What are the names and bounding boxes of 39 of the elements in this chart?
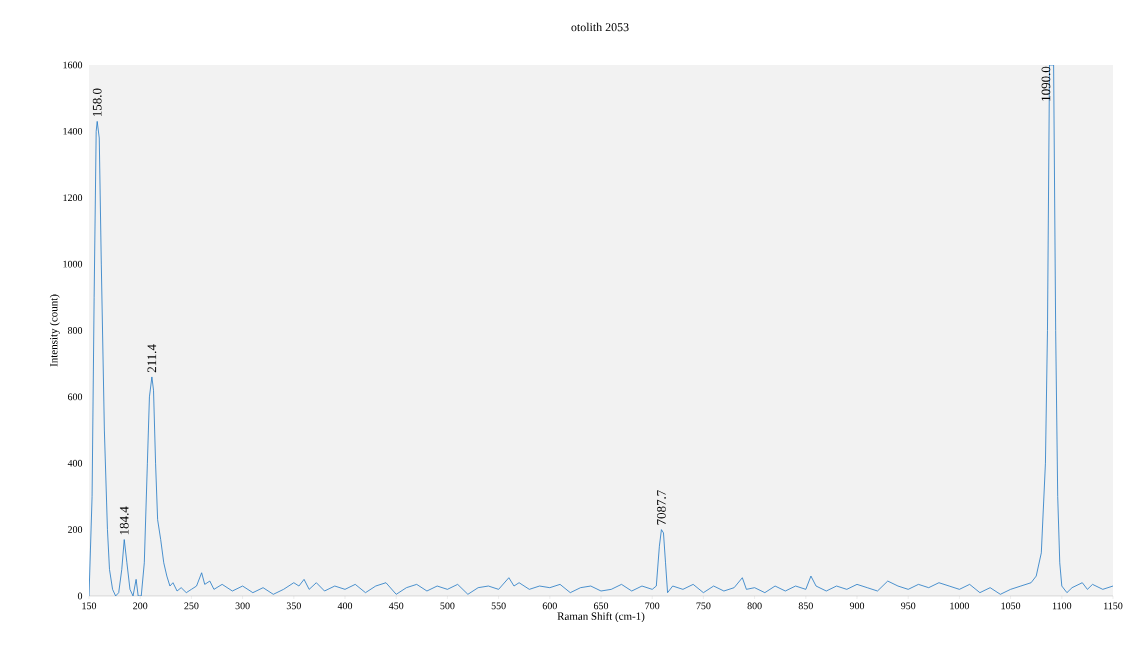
annotation: 158.0 <box>92 88 102 117</box>
y-tick-label: 1200 <box>63 194 83 202</box>
y-tick-label: 600 <box>67 393 83 401</box>
y-tick-label: 800 <box>67 327 83 334</box>
chart-title: otolith 2053 <box>571 22 629 32</box>
x-tick-label: 1150 <box>1104 602 1123 610</box>
annotation: 1090.0 <box>1041 66 1051 101</box>
x-tick-label: 200 <box>133 602 148 610</box>
x-tick-label: 150 <box>82 602 97 610</box>
x-tick-label: 1100 <box>1052 602 1072 610</box>
x-tick-label: 850 <box>798 602 813 610</box>
annotation: 7087.7 <box>657 490 666 525</box>
y-axis-title: Intensity (count) <box>49 294 60 367</box>
y-tick-label: 1400 <box>63 128 83 135</box>
x-tick-label: 250 <box>184 602 199 610</box>
x-tick-label: 450 <box>388 602 404 610</box>
y-tick-label: 1000 <box>63 260 83 268</box>
x-tick-label: 300 <box>235 602 250 610</box>
x-tick-label: 550 <box>491 602 506 610</box>
line-series <box>89 64 1114 596</box>
annotation: 184.4 <box>119 506 129 535</box>
x-tick-label: 800 <box>747 602 762 610</box>
x-tick-label: 950 <box>901 602 916 610</box>
x-tick-label: 1000 <box>950 602 969 610</box>
y-tick-label: 200 <box>67 526 83 533</box>
x-tick-label: 600 <box>542 602 557 610</box>
y-tick-label: 0 <box>77 592 83 600</box>
x-tick-label: 900 <box>849 602 865 610</box>
annotation: 211.4 <box>147 344 157 373</box>
x-tick-label: 500 <box>440 602 455 610</box>
x-tick-label: 700 <box>645 602 660 610</box>
x-tick-label: 750 <box>696 602 711 610</box>
y-tick-label: 400 <box>67 459 83 467</box>
x-axis-title: Raman Shift (cm-1) <box>557 612 645 623</box>
y-tick-label: 1600 <box>63 61 83 69</box>
x-tick-label: 400 <box>337 602 353 610</box>
x-tick-label: 1050 <box>1001 602 1021 610</box>
x-tick-label: 350 <box>286 602 301 610</box>
x-tick-label: 650 <box>593 602 609 610</box>
